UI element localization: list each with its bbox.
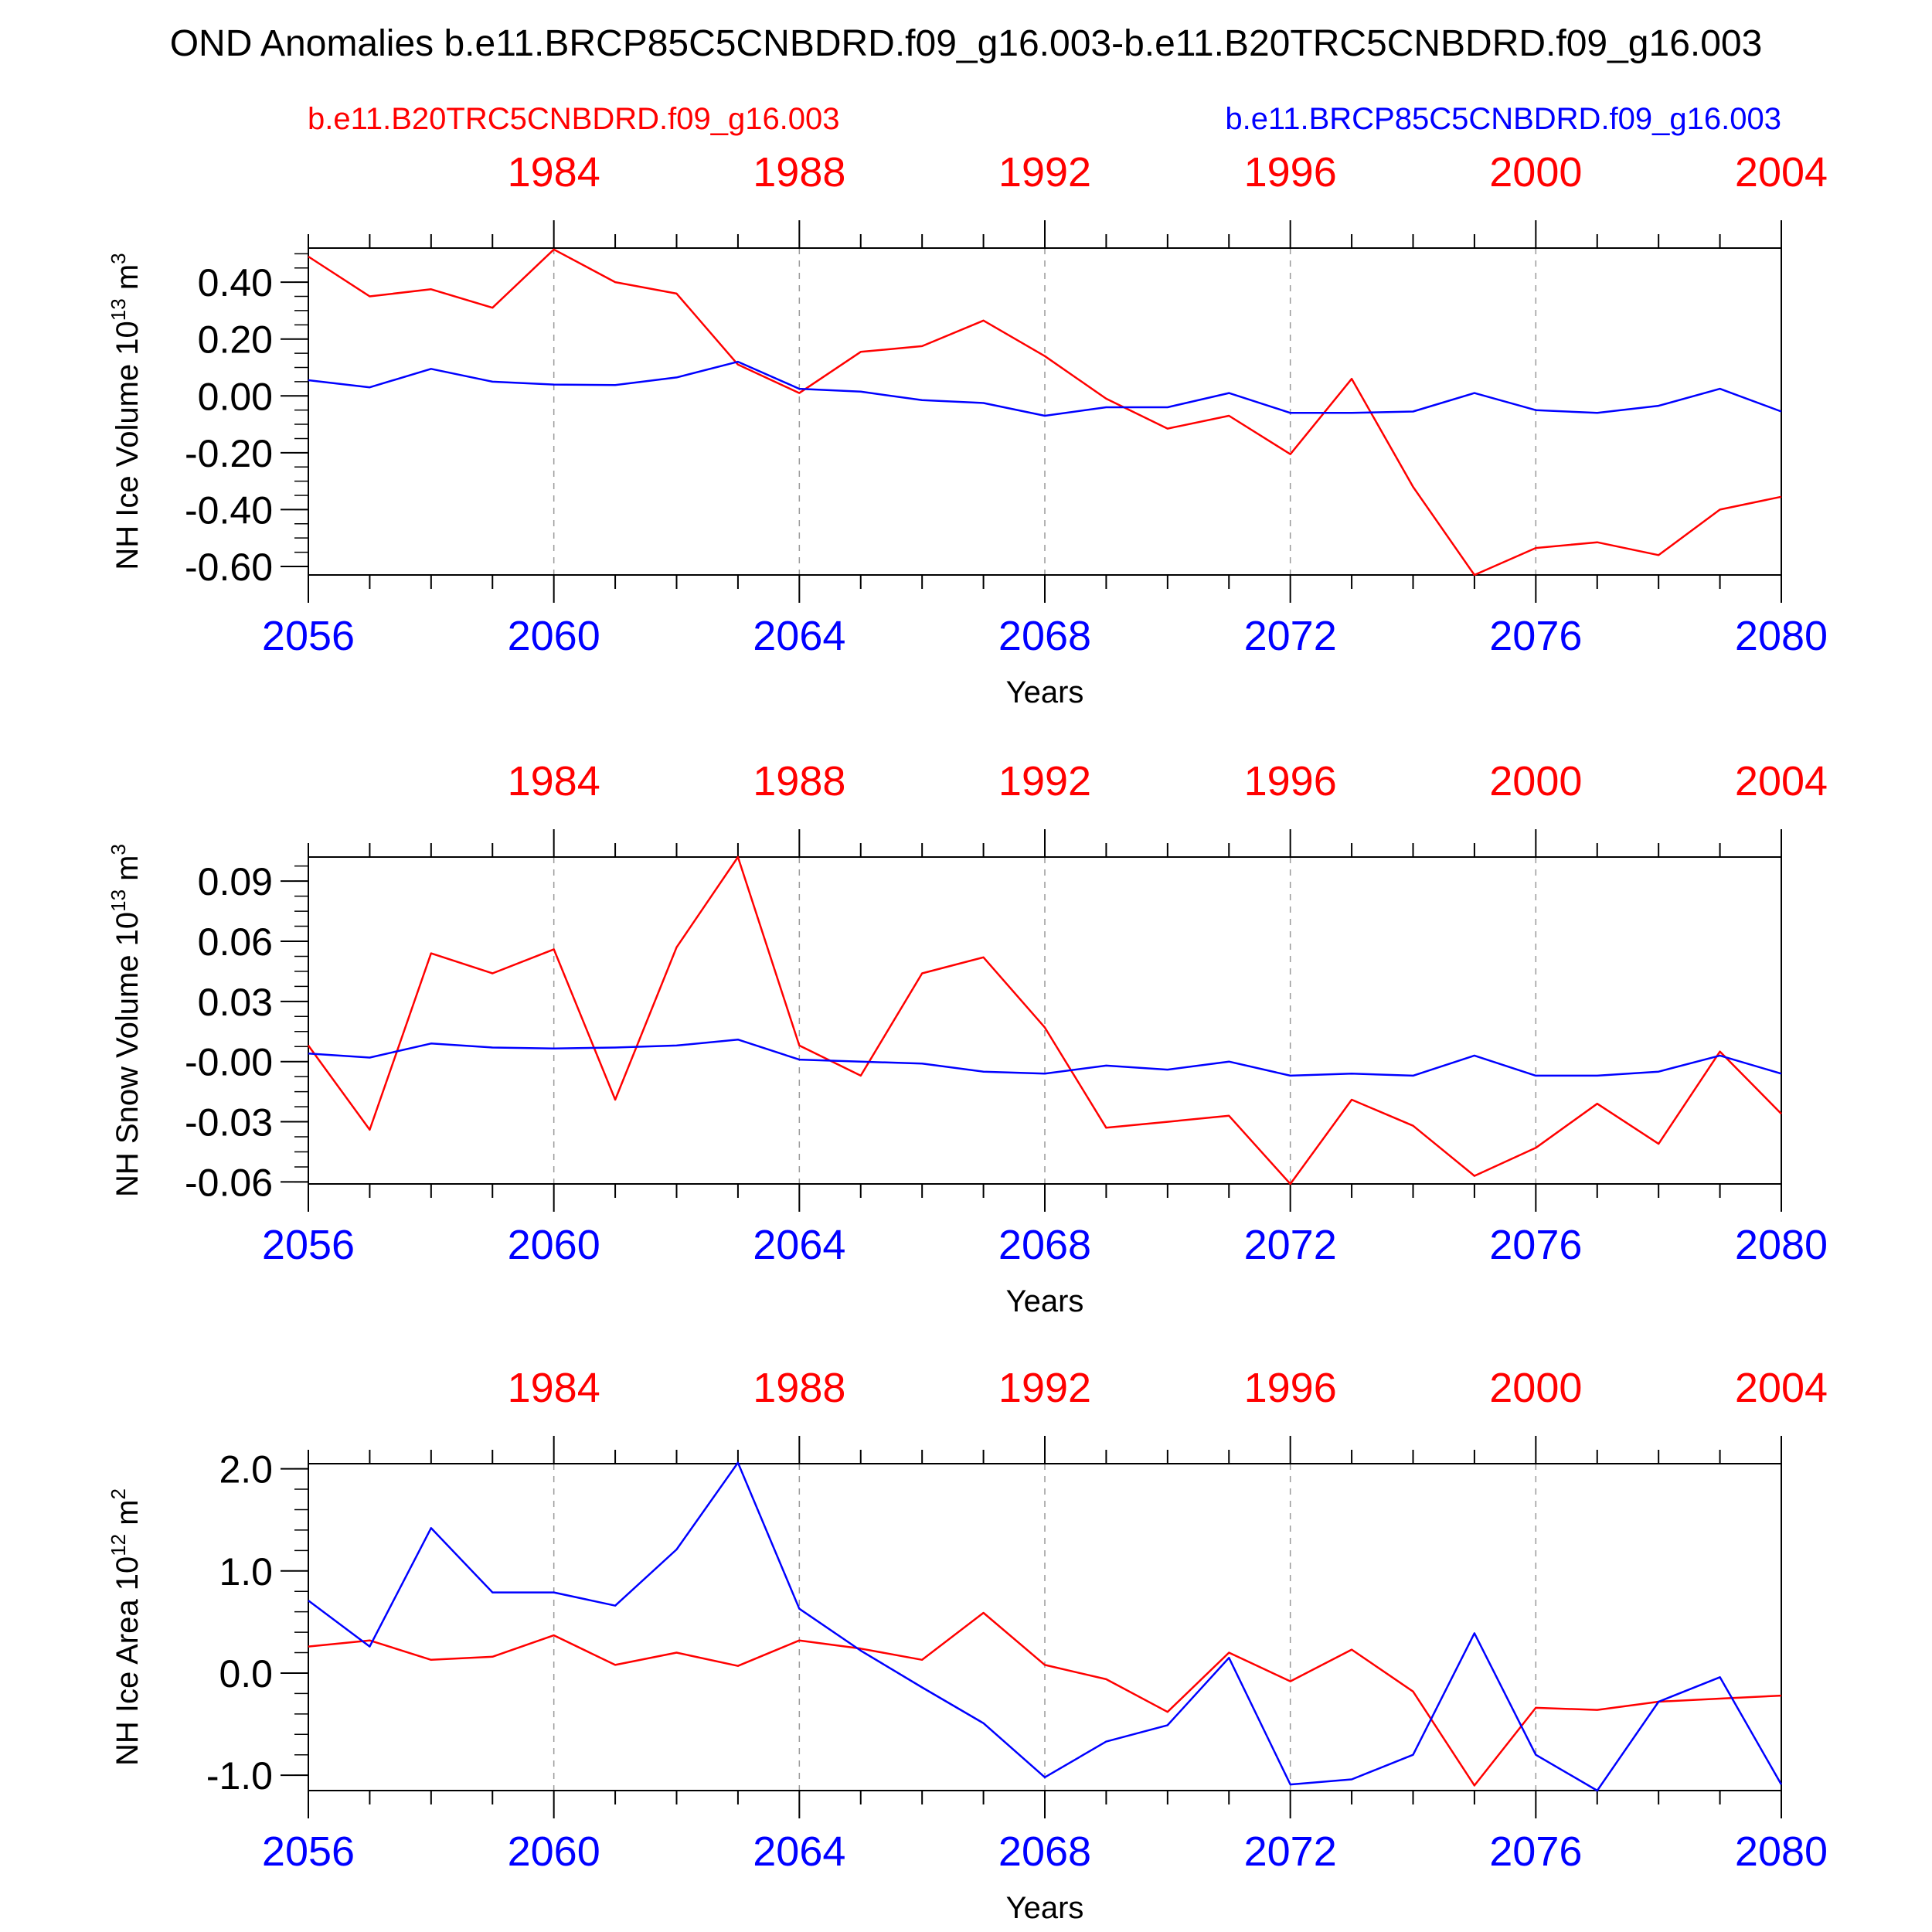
x-top-tick-label: 2000 <box>1489 149 1582 196</box>
series-line-control <box>308 248 1782 577</box>
y-tick-label: 0.03 <box>198 981 273 1024</box>
chart-panel-3: 2056 2060 2064 2068 2072 2076 2080 Years 1984 198… <box>107 1365 1828 1925</box>
y-tick-label: 0.20 <box>198 318 273 362</box>
x-axis-label: Years <box>1006 1891 1084 1925</box>
y-tick-label: -0.20 <box>185 432 273 475</box>
series-line-control <box>308 1611 1782 1787</box>
x-tick-label: 2064 <box>753 1828 845 1875</box>
legend-control-label: b.e11.B20TRC5CNBDRD.f09_g16.003 <box>308 102 840 136</box>
x-top-tick-label: 2004 <box>1735 758 1828 804</box>
y-tick-label: 2.0 <box>219 1448 273 1492</box>
x-tick-label: 2076 <box>1489 1222 1582 1268</box>
x-tick-label: 2072 <box>1244 1828 1337 1875</box>
x-top-tick-label: 1988 <box>753 758 845 804</box>
x-top-tick-label: 1996 <box>1244 1365 1337 1411</box>
x-tick-label: 2076 <box>1489 1828 1582 1875</box>
x-top-tick-label: 2000 <box>1489 758 1582 804</box>
x-tick-label: 2068 <box>998 1828 1091 1875</box>
y-axis-label: NH Snow Volume 1013 m3 <box>107 844 145 1197</box>
x-top-tick-label: 2004 <box>1735 1365 1828 1411</box>
series-line-experiment <box>308 1038 1782 1077</box>
y-tick-label: 0.06 <box>198 920 273 964</box>
y-tick-label: 0.00 <box>198 375 273 418</box>
x-tick-label: 2072 <box>1244 613 1337 659</box>
figure-title: OND Anomalies b.e11.BRCP85C5CNBDRD.f09_g… <box>170 23 1763 64</box>
x-top-tick-label: 1984 <box>508 149 600 196</box>
x-top-tick-label: 1988 <box>753 1365 845 1411</box>
x-axis-label: Years <box>1006 675 1084 709</box>
x-top-tick-label: 1992 <box>998 1365 1091 1411</box>
y-tick-label: -0.06 <box>185 1161 273 1204</box>
x-top-tick-label: 1984 <box>508 758 600 804</box>
y-tick-label: 0.0 <box>219 1652 273 1696</box>
y-tick-label: -0.00 <box>185 1041 273 1084</box>
x-axis-label: Years <box>1006 1284 1084 1318</box>
x-tick-label: 2060 <box>508 1222 600 1268</box>
y-tick-label: 1.0 <box>219 1550 273 1594</box>
x-top-tick-label: 1984 <box>508 1365 600 1411</box>
x-top-tick-label: 2000 <box>1489 1365 1582 1411</box>
x-top-tick-label: 1992 <box>998 758 1091 804</box>
y-axis-label: NH Ice Area 1012 m2 <box>107 1488 145 1766</box>
x-top-tick-label: 1988 <box>753 149 845 196</box>
y-axis-label: NH Ice Volume 1013 m3 <box>107 253 145 570</box>
y-tick-label: -0.03 <box>185 1101 273 1145</box>
x-top-tick-label: 2004 <box>1735 149 1828 196</box>
series-line-control <box>307 855 1782 1185</box>
x-tick-label: 2064 <box>753 613 845 659</box>
x-tick-label: 2060 <box>508 1828 600 1875</box>
x-tick-label: 2060 <box>508 613 600 659</box>
x-tick-label: 2080 <box>1735 1222 1828 1268</box>
y-tick-label: 0.40 <box>198 261 273 304</box>
legend-experiment-label: b.e11.BRCP85C5CNBDRD.f09_g16.003 <box>1225 102 1781 136</box>
x-top-tick-label: 1992 <box>998 149 1091 196</box>
x-tick-label: 2056 <box>262 1828 355 1875</box>
x-tick-label: 2056 <box>262 1222 355 1268</box>
x-tick-label: 2072 <box>1244 1222 1337 1268</box>
series-line-experiment <box>308 1461 1783 1792</box>
x-tick-label: 2068 <box>998 1222 1091 1268</box>
x-tick-label: 2080 <box>1735 1828 1828 1875</box>
x-tick-label: 2064 <box>753 1222 845 1268</box>
y-tick-label: -1.0 <box>206 1754 273 1798</box>
y-tick-label: -0.60 <box>185 546 273 589</box>
x-tick-label: 2080 <box>1735 613 1828 659</box>
x-tick-label: 2068 <box>998 613 1091 659</box>
series-line-experiment <box>308 360 1782 417</box>
y-tick-label: 0.09 <box>198 860 273 903</box>
x-tick-label: 2056 <box>262 613 355 659</box>
x-tick-label: 2076 <box>1489 613 1582 659</box>
x-top-tick-label: 1996 <box>1244 758 1337 804</box>
chart-panel-2: 2056 2060 2064 2068 2072 2076 2080 Years 1984 198… <box>107 758 1828 1318</box>
chart-panel-1: 2056 2060 2064 2068 2072 2076 2080 Years 1984 198… <box>107 149 1828 709</box>
y-tick-label: -0.40 <box>185 488 273 532</box>
x-top-tick-label: 1996 <box>1244 149 1337 196</box>
